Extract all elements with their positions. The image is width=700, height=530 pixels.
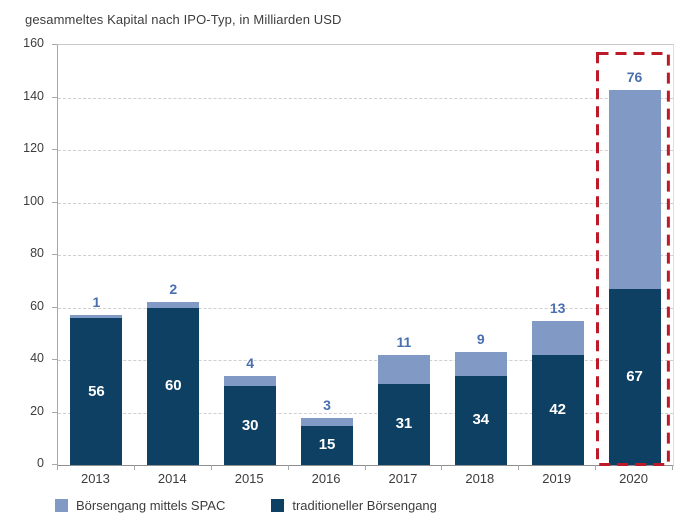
chart-title: gesammeltes Kapital nach IPO-Typ, in Mil… (25, 12, 342, 27)
bar-segment-traditional-2020 (608, 289, 661, 465)
x-axis-label-2020: 2020 (619, 471, 649, 486)
bar-segment-traditional-2016 (301, 425, 354, 465)
bar-segment-traditional-2017 (377, 383, 430, 465)
bar-segment-traditional-2018 (454, 375, 507, 465)
y-axis-tick (52, 44, 57, 45)
bar-value-spac-2019: 13 (549, 299, 566, 316)
x-axis-tick (595, 465, 597, 470)
x-axis-tick (133, 465, 135, 470)
bar-value-spac-2020: 76 (626, 68, 643, 85)
bar-value-spac-2018: 9 (476, 331, 485, 348)
y-axis-tick-label: 100 (23, 193, 44, 208)
traditional-swatch-icon (271, 499, 285, 512)
legend-item-spac: Börsengang mittels SPAC (55, 498, 225, 513)
gridline (58, 255, 673, 256)
y-axis-tick-label: 120 (23, 141, 44, 155)
y-axis-tick (52, 149, 57, 150)
bar-value-traditional-2019: 42 (549, 400, 567, 418)
x-axis-label-2014: 2014 (157, 471, 187, 486)
gridline (58, 307, 673, 309)
x-axis-label-2013: 2013 (80, 471, 110, 486)
y-axis-tick-label: 160 (23, 36, 44, 50)
y-axis-tick-label: 140 (23, 88, 44, 103)
x-axis-label-2018: 2018 (465, 471, 495, 486)
spac-swatch-icon (55, 499, 68, 512)
bar-segment-spac-2015 (224, 375, 277, 387)
y-axis-tick (52, 359, 57, 360)
bar-value-spac-2014: 2 (169, 281, 178, 298)
y-axis-tick (52, 96, 57, 98)
bar-segment-traditional-2019 (531, 354, 584, 465)
y-axis-tick-label: 40 (30, 351, 44, 365)
legend-label-spac: Börsengang mittels SPAC (76, 498, 226, 513)
y-axis-tick (52, 464, 57, 465)
x-axis-tick (672, 465, 673, 470)
x-axis-tick (518, 465, 520, 470)
bar-segment-traditional-2013 (70, 318, 123, 465)
bar-segment-traditional-2015 (224, 386, 277, 465)
bar-value-traditional-2018: 34 (472, 411, 490, 429)
y-axis-tick-label: 20 (30, 403, 44, 418)
y-axis-tick-label: 80 (30, 246, 44, 260)
gridline (58, 412, 673, 414)
bar-segment-spac-2014 (147, 302, 200, 308)
x-axis-tick (364, 465, 366, 470)
bar-value-traditional-2016: 15 (318, 436, 336, 454)
bar-value-traditional-2020: 67 (626, 368, 643, 386)
x-axis-tick (441, 465, 443, 470)
x-axis-tick (57, 465, 58, 470)
bar-value-spac-2013: 1 (92, 294, 101, 311)
legend: Börsengang mittels SPAC traditioneller B… (55, 498, 437, 513)
x-axis-tick (287, 465, 289, 470)
gridline (58, 150, 673, 151)
bar-value-spac-2015: 4 (246, 354, 255, 371)
bar-value-traditional-2014: 60 (164, 377, 182, 395)
y-axis-tick-label: 60 (30, 298, 44, 313)
highlight-box-2020 (596, 52, 670, 466)
bar-segment-spac-2013 (70, 315, 123, 318)
bar-segment-spac-2016 (301, 417, 354, 426)
bar-value-traditional-2015: 30 (241, 416, 259, 434)
y-axis-tick (52, 306, 57, 308)
x-axis-tick (210, 465, 212, 470)
bar-value-traditional-2013: 56 (88, 382, 105, 400)
x-axis-label-2019: 2019 (542, 471, 572, 486)
gridline (58, 360, 673, 361)
bar-segment-spac-2020 (608, 89, 661, 290)
bar-segment-traditional-2014 (147, 307, 200, 465)
x-axis-label-2017: 2017 (388, 471, 418, 486)
plot-area: 56 1 60 2 30 4 15 3 31 11 34 9 42 13 67 76 (57, 44, 674, 466)
legend-item-traditional: traditioneller Börsengang (271, 498, 437, 513)
x-axis-label-2015: 2015 (234, 471, 264, 486)
x-axis-label-2016: 2016 (311, 471, 341, 486)
y-axis-tick-label: 0 (37, 456, 44, 470)
gridline (58, 202, 673, 204)
bar-value-spac-2017: 11 (396, 333, 412, 350)
gridline (58, 97, 673, 99)
y-axis-tick (52, 411, 57, 413)
bar-segment-spac-2017 (377, 354, 430, 384)
bar-segment-spac-2019 (531, 320, 584, 355)
y-axis-tick (52, 254, 57, 255)
legend-label-traditional: traditioneller Börsengang (292, 498, 437, 513)
bar-segment-spac-2018 (454, 352, 507, 376)
bar-value-spac-2016: 3 (323, 396, 331, 413)
y-axis-tick (52, 201, 57, 203)
bar-value-traditional-2017: 31 (395, 415, 413, 433)
